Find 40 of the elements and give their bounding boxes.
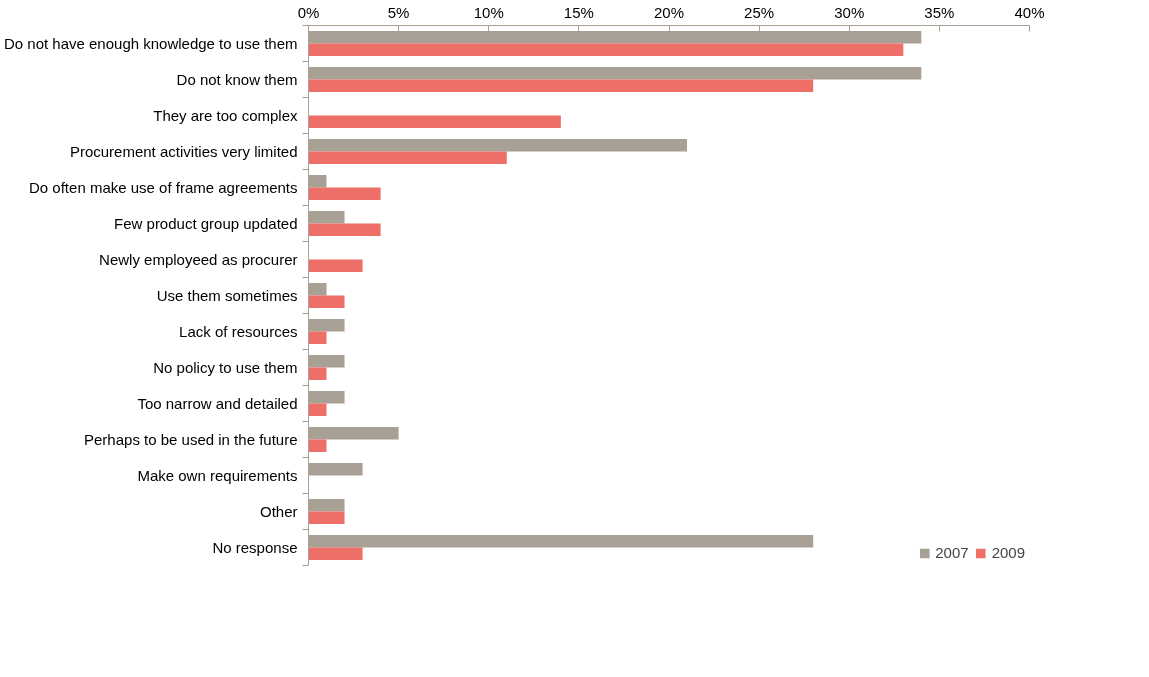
bar (308, 151, 507, 165)
y-tick-label: Newly employeed as procurer (99, 251, 298, 268)
y-tick-label: They are too complex (153, 107, 298, 124)
y-tick-label: Make own requirements (137, 467, 298, 484)
y-tick-label: Perhaps to be used in the future (84, 431, 298, 448)
bar (308, 331, 327, 345)
legend-label: 2007 (935, 544, 969, 561)
y-tick-label: Other (259, 503, 298, 520)
y-tick-label: Use them sometimes (156, 287, 298, 304)
bar (308, 511, 345, 525)
bar (308, 43, 904, 57)
x-tick-label: 35% (924, 3, 955, 21)
bar (308, 547, 363, 561)
y-tick-label: Do often make use of frame agreements (29, 179, 298, 196)
bar (308, 367, 327, 381)
x-tick-label: 5% (387, 3, 410, 21)
y-tick-label: Lack of resources (179, 323, 298, 340)
bar (308, 79, 814, 93)
y-tick-label: Do not know them (176, 71, 298, 88)
legend-label: 2009 (991, 544, 1025, 561)
x-tick-label: 30% (834, 3, 865, 21)
bar (308, 223, 381, 237)
y-tick-label: Do not have enough knowledge to use them (3, 35, 298, 52)
x-tick-label: 20% (653, 3, 685, 21)
bar (308, 403, 327, 417)
x-tick-label: 25% (744, 3, 775, 21)
y-tick-label: No response (212, 539, 298, 556)
x-tick-label: 15% (563, 3, 594, 21)
x-tick-label: 40% (1014, 3, 1045, 21)
bar (308, 259, 363, 273)
bar (308, 187, 381, 201)
y-tick-label: Procurement activities very limited (69, 143, 298, 160)
y-tick-label: Too narrow and detailed (137, 395, 298, 412)
y-tick-label: No policy to use them (153, 359, 298, 376)
bar (308, 295, 345, 309)
bar (308, 439, 327, 453)
y-tick-label: Few product group updated (114, 215, 298, 232)
bar (308, 115, 561, 129)
x-tick-label: 0% (297, 3, 320, 21)
x-tick-label: 10% (473, 3, 504, 21)
